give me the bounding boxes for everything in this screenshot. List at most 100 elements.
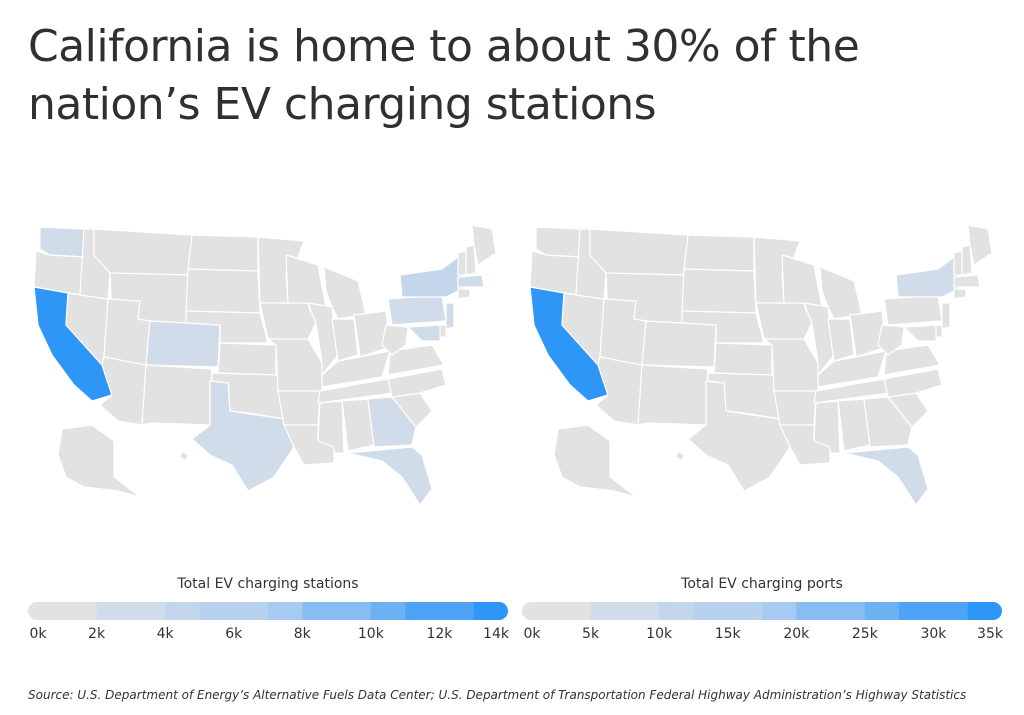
- legend-swatch: [933, 602, 969, 620]
- legend-tick-label: 5k: [582, 626, 600, 642]
- state-florida: [347, 446, 433, 506]
- state-washington: [39, 226, 85, 258]
- state-south-dakota: [681, 268, 757, 314]
- state-north-carolina: [387, 368, 447, 398]
- legend-swatch: [439, 602, 475, 620]
- legend-tick-label: 35k: [977, 626, 1003, 642]
- legend-tick-label: 25k: [851, 626, 878, 642]
- state-virginia: [883, 344, 941, 376]
- state-new-mexico: [637, 364, 709, 426]
- state-texas: [191, 380, 295, 492]
- state-virginia: [387, 344, 445, 376]
- legend-title: Total EV charging stations: [177, 576, 359, 592]
- legend-swatch: [590, 602, 626, 620]
- legend-swatch: [473, 602, 508, 620]
- state-alaska: [553, 424, 637, 498]
- state-new-mexico: [141, 364, 213, 426]
- legend-swatch: [370, 602, 406, 620]
- source-note: Source: U.S. Department of Energy’s Alte…: [28, 688, 967, 702]
- state-wisconsin: [285, 254, 327, 312]
- legend-ev-ports: Total EV charging ports 0k 5k 10k 15k 20k 25k…: [522, 576, 1003, 646]
- legend-tick-label: 6k: [225, 626, 243, 642]
- state-kansas: [217, 342, 277, 376]
- state-connecticut: [953, 288, 967, 300]
- state-north-dakota: [683, 234, 755, 272]
- state-wisconsin: [781, 254, 823, 312]
- state-vermont: [457, 250, 467, 276]
- legend-title: Total EV charging ports: [681, 576, 843, 592]
- legend-tick-label: 20k: [783, 626, 810, 642]
- legend-swatch: [405, 602, 441, 620]
- legend-tick-label: 15k: [714, 626, 741, 642]
- legend-color-bar: [28, 602, 508, 620]
- state-georgia: [367, 396, 417, 448]
- legend-swatch: [233, 602, 269, 620]
- state-west-virginia: [381, 324, 409, 356]
- state-georgia: [863, 396, 913, 448]
- state-colorado: [145, 320, 221, 368]
- legend-swatch: [522, 602, 557, 620]
- state-kansas: [713, 342, 773, 376]
- state-louisiana: [779, 424, 831, 466]
- state-hawaii: [179, 450, 189, 462]
- legend-swatch: [693, 602, 729, 620]
- state-maryland: [903, 324, 939, 342]
- state-hawaii: [675, 450, 685, 462]
- state-north-carolina: [883, 368, 943, 398]
- legend-tick-label: 14k: [483, 626, 509, 642]
- legend-tick-label: 10k: [357, 626, 384, 642]
- state-louisiana: [283, 424, 335, 466]
- legend-ticks: 0k 5k 10k 15k 20k 25k 30k 35k: [522, 626, 1002, 646]
- state-washington: [535, 226, 581, 258]
- legend-swatch: [864, 602, 900, 620]
- state-delaware: [935, 324, 943, 338]
- legend-color-bar: [522, 602, 1002, 620]
- state-massachusetts: [457, 274, 485, 288]
- state-maine: [471, 224, 497, 266]
- state-south-dakota: [185, 268, 261, 314]
- legend-tick-label: 0k: [29, 626, 47, 642]
- state-north-dakota: [187, 234, 259, 272]
- state-delaware: [439, 324, 447, 338]
- state-new-york: [895, 256, 963, 298]
- legend-swatch: [899, 602, 935, 620]
- legend-swatch: [762, 602, 797, 620]
- state-new-york: [399, 256, 467, 298]
- state-maine: [967, 224, 993, 266]
- legend-swatch: [796, 602, 832, 620]
- state-indiana: [827, 318, 855, 362]
- legend-swatch: [830, 602, 866, 620]
- legend-swatch: [96, 602, 132, 620]
- state-iowa: [755, 302, 813, 340]
- state-alaska: [57, 424, 141, 498]
- state-pennsylvania: [883, 294, 943, 326]
- map-ev-stations: [33, 224, 497, 506]
- state-florida: [843, 446, 929, 506]
- legend-swatch: [130, 602, 166, 620]
- state-montana: [589, 228, 689, 276]
- legend-tick-label: 2k: [88, 626, 106, 642]
- state-indiana: [331, 318, 359, 362]
- state-texas: [687, 380, 791, 492]
- legend-swatch: [967, 602, 1002, 620]
- legend-ev-stations: Total EV charging stations 0k 2k 4k 6k 8k 10k…: [28, 576, 509, 646]
- legend-swatch: [28, 602, 63, 620]
- legend-swatch: [336, 602, 372, 620]
- legend-swatch: [556, 602, 592, 620]
- legend-swatch: [62, 602, 98, 620]
- map-ev-ports: [529, 224, 993, 506]
- legend-tick-label: 30k: [920, 626, 947, 642]
- legend-swatch: [165, 602, 201, 620]
- state-new-hampshire: [465, 244, 477, 276]
- state-colorado: [641, 320, 717, 368]
- state-arkansas: [773, 390, 817, 426]
- state-maryland: [407, 324, 443, 342]
- legend-swatch: [199, 602, 235, 620]
- state-montana: [93, 228, 193, 276]
- legend-swatch: [624, 602, 660, 620]
- state-west-virginia: [877, 324, 905, 356]
- legend-tick-label: 10k: [646, 626, 673, 642]
- legend-tick-label: 4k: [156, 626, 174, 642]
- chart-title: California is home to about 30% of the n…: [28, 21, 860, 130]
- legend-tick-label: 12k: [426, 626, 453, 642]
